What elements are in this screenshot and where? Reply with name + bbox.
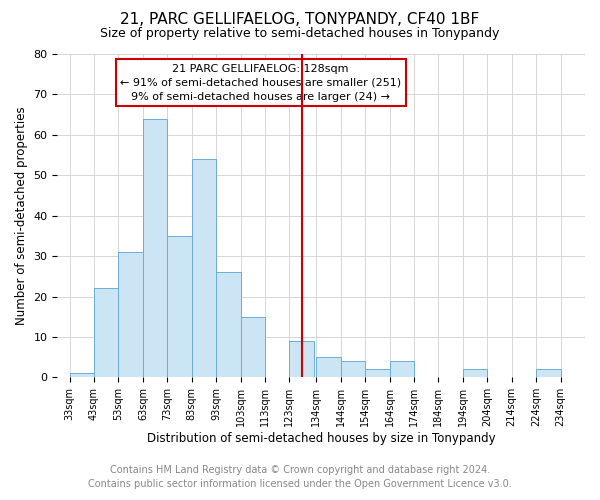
- Bar: [192, 159, 216, 378]
- Bar: [118, 252, 143, 378]
- Text: 21, PARC GELLIFAELOG, TONYPANDY, CF40 1BF: 21, PARC GELLIFAELOG, TONYPANDY, CF40 1B…: [121, 12, 479, 28]
- Text: Contains HM Land Registry data © Crown copyright and database right 2024.
Contai: Contains HM Land Registry data © Crown c…: [88, 465, 512, 489]
- Bar: [365, 370, 389, 378]
- Bar: [463, 370, 487, 378]
- Bar: [216, 272, 241, 378]
- Text: 21 PARC GELLIFAELOG: 128sqm
← 91% of semi-detached houses are smaller (251)
9% o: 21 PARC GELLIFAELOG: 128sqm ← 91% of sem…: [120, 64, 401, 102]
- Bar: [389, 361, 414, 378]
- Bar: [316, 357, 341, 378]
- Bar: [536, 370, 560, 378]
- Bar: [289, 341, 314, 378]
- Bar: [94, 288, 118, 378]
- Text: Size of property relative to semi-detached houses in Tonypandy: Size of property relative to semi-detach…: [100, 28, 500, 40]
- Bar: [241, 316, 265, 378]
- Bar: [70, 374, 94, 378]
- Y-axis label: Number of semi-detached properties: Number of semi-detached properties: [15, 106, 28, 325]
- Bar: [167, 236, 192, 378]
- X-axis label: Distribution of semi-detached houses by size in Tonypandy: Distribution of semi-detached houses by …: [147, 432, 496, 445]
- Bar: [341, 361, 365, 378]
- Bar: [143, 118, 167, 378]
